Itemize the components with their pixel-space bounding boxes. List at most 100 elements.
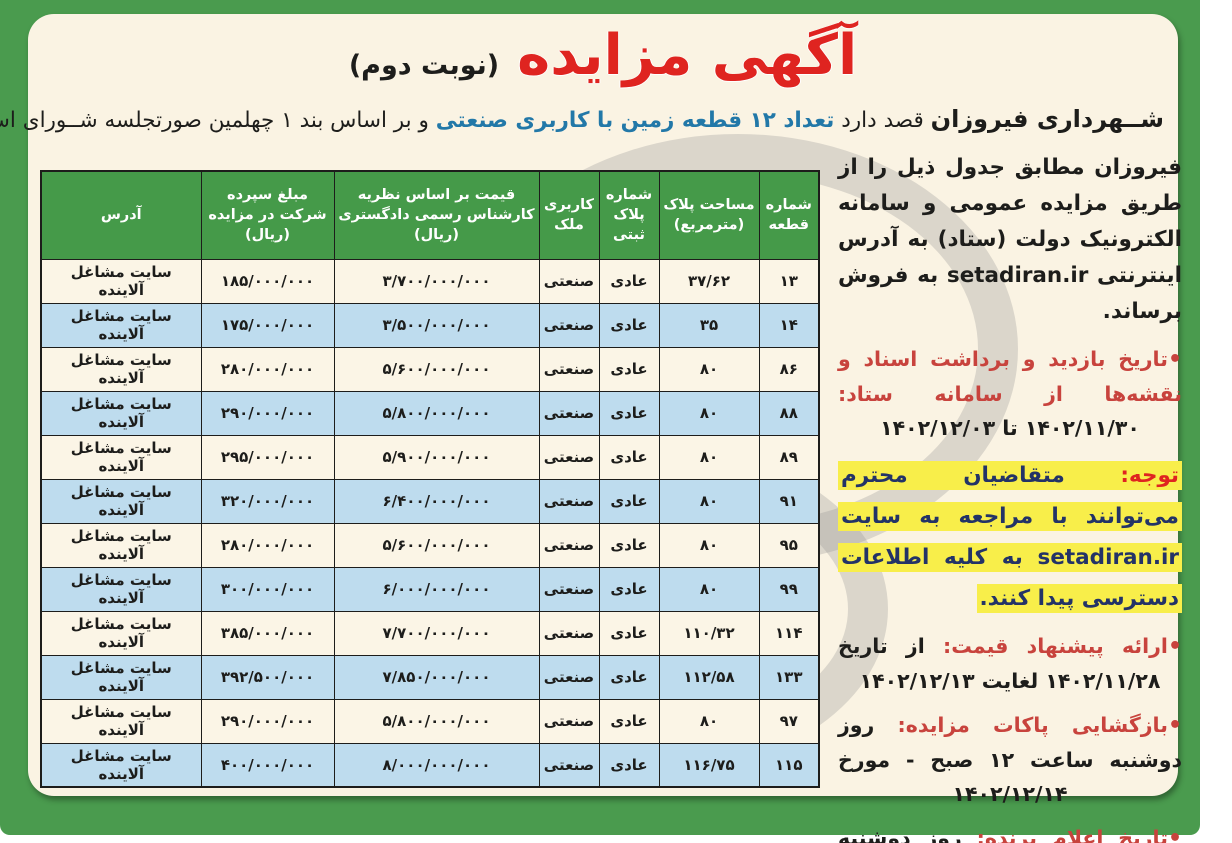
table-cell: صنعتی [538,258,600,304]
table-cell: ۳۸۵/۰۰۰/۰۰۰ [200,610,335,656]
table-cell: ۸۰ [658,698,760,744]
table-cell: عادی [598,258,660,304]
table-cell: سایت مشاغل آلاینده [40,566,202,612]
table-cell: عادی [598,390,660,436]
table-cell: سایت مشاغل آلاینده [40,302,202,348]
table-cell: عادی [598,698,660,744]
intro-text-2: و بر اساس بند ۱ چهلمین صورتجلسه شــورای … [0,108,429,133]
table-cell: ۹۵ [758,522,820,568]
table-cell: ۳۹۲/۵۰۰/۰۰۰ [200,654,335,700]
attention-note: توجه: متقاضیان محترم می‌توانند با مراجعه… [838,455,1182,619]
table-cell: سایت مشاغل آلاینده [40,742,202,788]
table-cell: ۳۷/۶۲ [658,258,760,304]
table-cell: ۱۳۳ [758,654,820,700]
table-cell: سایت مشاغل آلاینده [40,522,202,568]
table-cell: ۲۹۰/۰۰۰/۰۰۰ [200,390,335,436]
bullet-dot: • [1167,826,1182,843]
table-row: ۱۳ ۳۷/۶۲ عادی صنعتی ۳/۷۰۰/۰۰۰/۰۰۰ ۱۸۵/۰۰۰/۰۰۰… [40,258,820,304]
table-cell: ۵/۶۰۰/۰۰۰/۰۰۰ [333,346,540,392]
table-header-row: شماره قطعه مساحت پلاک (مترمربع) شماره پلاک… [40,170,820,260]
table-body: ۱۳ ۳۷/۶۲ عادی صنعتی ۳/۷۰۰/۰۰۰/۰۰۰ ۱۸۵/۰۰۰/۰۰۰… [40,258,820,788]
table-cell: ۱۷۵/۰۰۰/۰۰۰ [200,302,335,348]
table-cell: صنعتی [538,566,600,612]
table-cell: صنعتی [538,434,600,480]
table-cell: صنعتی [538,742,600,788]
table-cell: صنعتی [538,654,600,700]
attention-text: متقاضیان محترم می‌توانند با مراجعه به سا… [841,463,1179,611]
column-header: مبلغ سپرده شرکت در مزایده (ریال) [200,170,335,260]
sidebar-paragraph: فیروزان مطابق جدول ذیل را از طریق مزایده… [838,155,1182,324]
intro-line: شــهرداری فیروزان قصد دارد تعداد ۱۲ قطعه… [0,102,1164,138]
page-title: آگهی مزایده [517,23,858,88]
table-cell: سایت مشاغل آلاینده [40,654,202,700]
column-header: مساحت پلاک (مترمربع) [658,170,760,260]
table-cell: عادی [598,610,660,656]
title-row: آگهی مزایده (نوبت دوم) [28,24,1178,88]
auction-table-wrap: شماره قطعه مساحت پلاک (مترمربع) شماره پلاک… [40,170,820,788]
bullet-value: از تاریخ ۱۴۰۲/۱۱/۲۸ لغایت ۱۴۰۲/۱۲/۱۳ [838,634,1161,693]
bullet-price-offer: •ارائه پیشنهاد قیمت: از تاریخ ۱۴۰۲/۱۱/۲۸… [838,629,1182,698]
table-cell: صنعتی [538,610,600,656]
column-header: شماره قطعه [758,170,820,260]
table-cell: سایت مشاغل آلاینده [40,698,202,744]
table-cell: ۸۰ [658,522,760,568]
table-cell: سایت مشاغل آلاینده [40,610,202,656]
table-cell: ۵/۹۰۰/۰۰۰/۰۰۰ [333,434,540,480]
table-cell: صنعتی [538,302,600,348]
table-cell: ۵/۶۰۰/۰۰۰/۰۰۰ [333,522,540,568]
table-cell: عادی [598,434,660,480]
table-cell: عادی [598,522,660,568]
table-cell: ۳/۵۰۰/۰۰۰/۰۰۰ [333,302,540,348]
table-cell: ۶/۴۰۰/۰۰۰/۰۰۰ [333,478,540,524]
table-cell: ۸۰ [658,566,760,612]
table-cell: ۹۷ [758,698,820,744]
bullet-label: بازگشایی پاکات مزایده: [897,713,1168,737]
column-header: آدرس [40,170,202,260]
table-cell: ۸۰ [658,434,760,480]
table-cell: ۸۹ [758,434,820,480]
ad-page: هزاره گستر ارتباط آگهی مزایده (نوبت دوم)… [0,14,1182,843]
table-cell: ۵/۸۰۰/۰۰۰/۰۰۰ [333,698,540,744]
table-cell: عادی [598,478,660,524]
column-header: شماره پلاک ثبتی [598,170,660,260]
table-cell: عادی [598,566,660,612]
table-cell: ۹۹ [758,566,820,612]
table-cell: ۲۹۰/۰۰۰/۰۰۰ [200,698,335,744]
table-cell: صنعتی [538,346,600,392]
sidebar: فیروزان مطابق جدول ذیل را از طریق مزایده… [838,150,1182,843]
table-cell: ۸۶ [758,346,820,392]
bullet-dot: • [1167,634,1183,659]
table-cell: سایت مشاغل آلاینده [40,434,202,480]
column-header: قیمت بر اساس نظریه کارشناس رسمی دادگستری… [333,170,540,260]
table-row: ۸۶ ۸۰ عادی صنعتی ۵/۶۰۰/۰۰۰/۰۰۰ ۲۸۰/۰۰۰/۰۰۰ سای… [40,346,820,392]
table-cell: ۸۸ [758,390,820,436]
table-cell: صنعتی [538,478,600,524]
table-cell: ۹۱ [758,478,820,524]
table-cell: عادی [598,346,660,392]
table-row: ۱۱۴ ۱۱۰/۳۲ عادی صنعتی ۷/۷۰۰/۰۰۰/۰۰۰ ۳۸۵/۰۰۰/۰… [40,610,820,656]
table-cell: ۳۵ [658,302,760,348]
table-cell: ۴۰۰/۰۰۰/۰۰۰ [200,742,335,788]
table-cell: ۳/۷۰۰/۰۰۰/۰۰۰ [333,258,540,304]
table-cell: ۸۰ [658,346,760,392]
bullet-label: تاریخ اعلام برنده: [976,826,1168,843]
table-row: ۹۵ ۸۰ عادی صنعتی ۵/۶۰۰/۰۰۰/۰۰۰ ۲۸۰/۰۰۰/۰۰۰ سای… [40,522,820,568]
table-cell: سایت مشاغل آلاینده [40,258,202,304]
table-cell: سایت مشاغل آلاینده [40,390,202,436]
municipality-name: شــهرداری فیروزان [930,105,1164,133]
bullet-dot: • [1167,713,1183,738]
table-cell: ۸/۰۰۰/۰۰۰/۰۰۰ [333,742,540,788]
table-cell: ۱۸۵/۰۰۰/۰۰۰ [200,258,335,304]
table-row: ۱۴ ۳۵ عادی صنعتی ۳/۵۰۰/۰۰۰/۰۰۰ ۱۷۵/۰۰۰/۰۰۰ سای… [40,302,820,348]
column-header: کاربری ملک [538,170,600,260]
table-cell: ۲۸۰/۰۰۰/۰۰۰ [200,346,335,392]
table-cell: ۳۲۰/۰۰۰/۰۰۰ [200,478,335,524]
table-row: ۸۹ ۸۰ عادی صنعتی ۵/۹۰۰/۰۰۰/۰۰۰ ۲۹۵/۰۰۰/۰۰۰ سای… [40,434,820,480]
bullet-envelope-opening: •بازگشایی پاکات مزایده: روز دوشنبه ساعت … [838,708,1182,811]
bullet-value: روز دوشنبه ساعت ۱۲ صبح - مورخ ۱۴۰۲/۱۲/۱۴ [838,713,1182,806]
table-cell: سایت مشاغل آلاینده [40,478,202,524]
bullet-winner-announcement: •تاریخ اعلام برنده: روز دوشنبه مورخ ۱۴۰۲… [838,821,1182,843]
bullet-visit-dates: •تاریخ بازدید و برداشت اسناد و نقشه‌ها ا… [838,342,1182,445]
table-cell: ۷/۷۰۰/۰۰۰/۰۰۰ [333,610,540,656]
